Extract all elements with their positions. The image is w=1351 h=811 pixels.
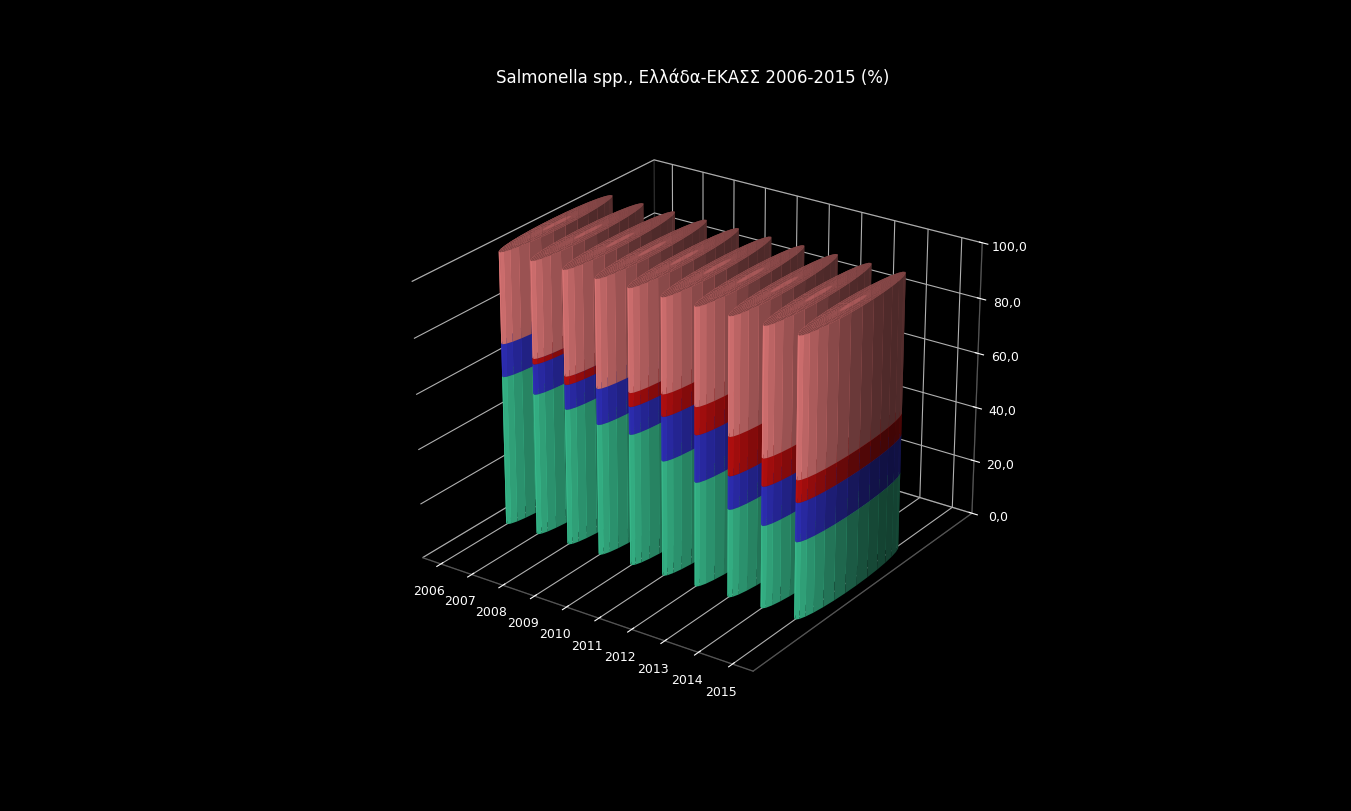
Title: Salmonella spp., Ελλάδα-ΕΚΑΣΣ 2006-2015 (%): Salmonella spp., Ελλάδα-ΕΚΑΣΣ 2006-2015 … (496, 69, 889, 88)
